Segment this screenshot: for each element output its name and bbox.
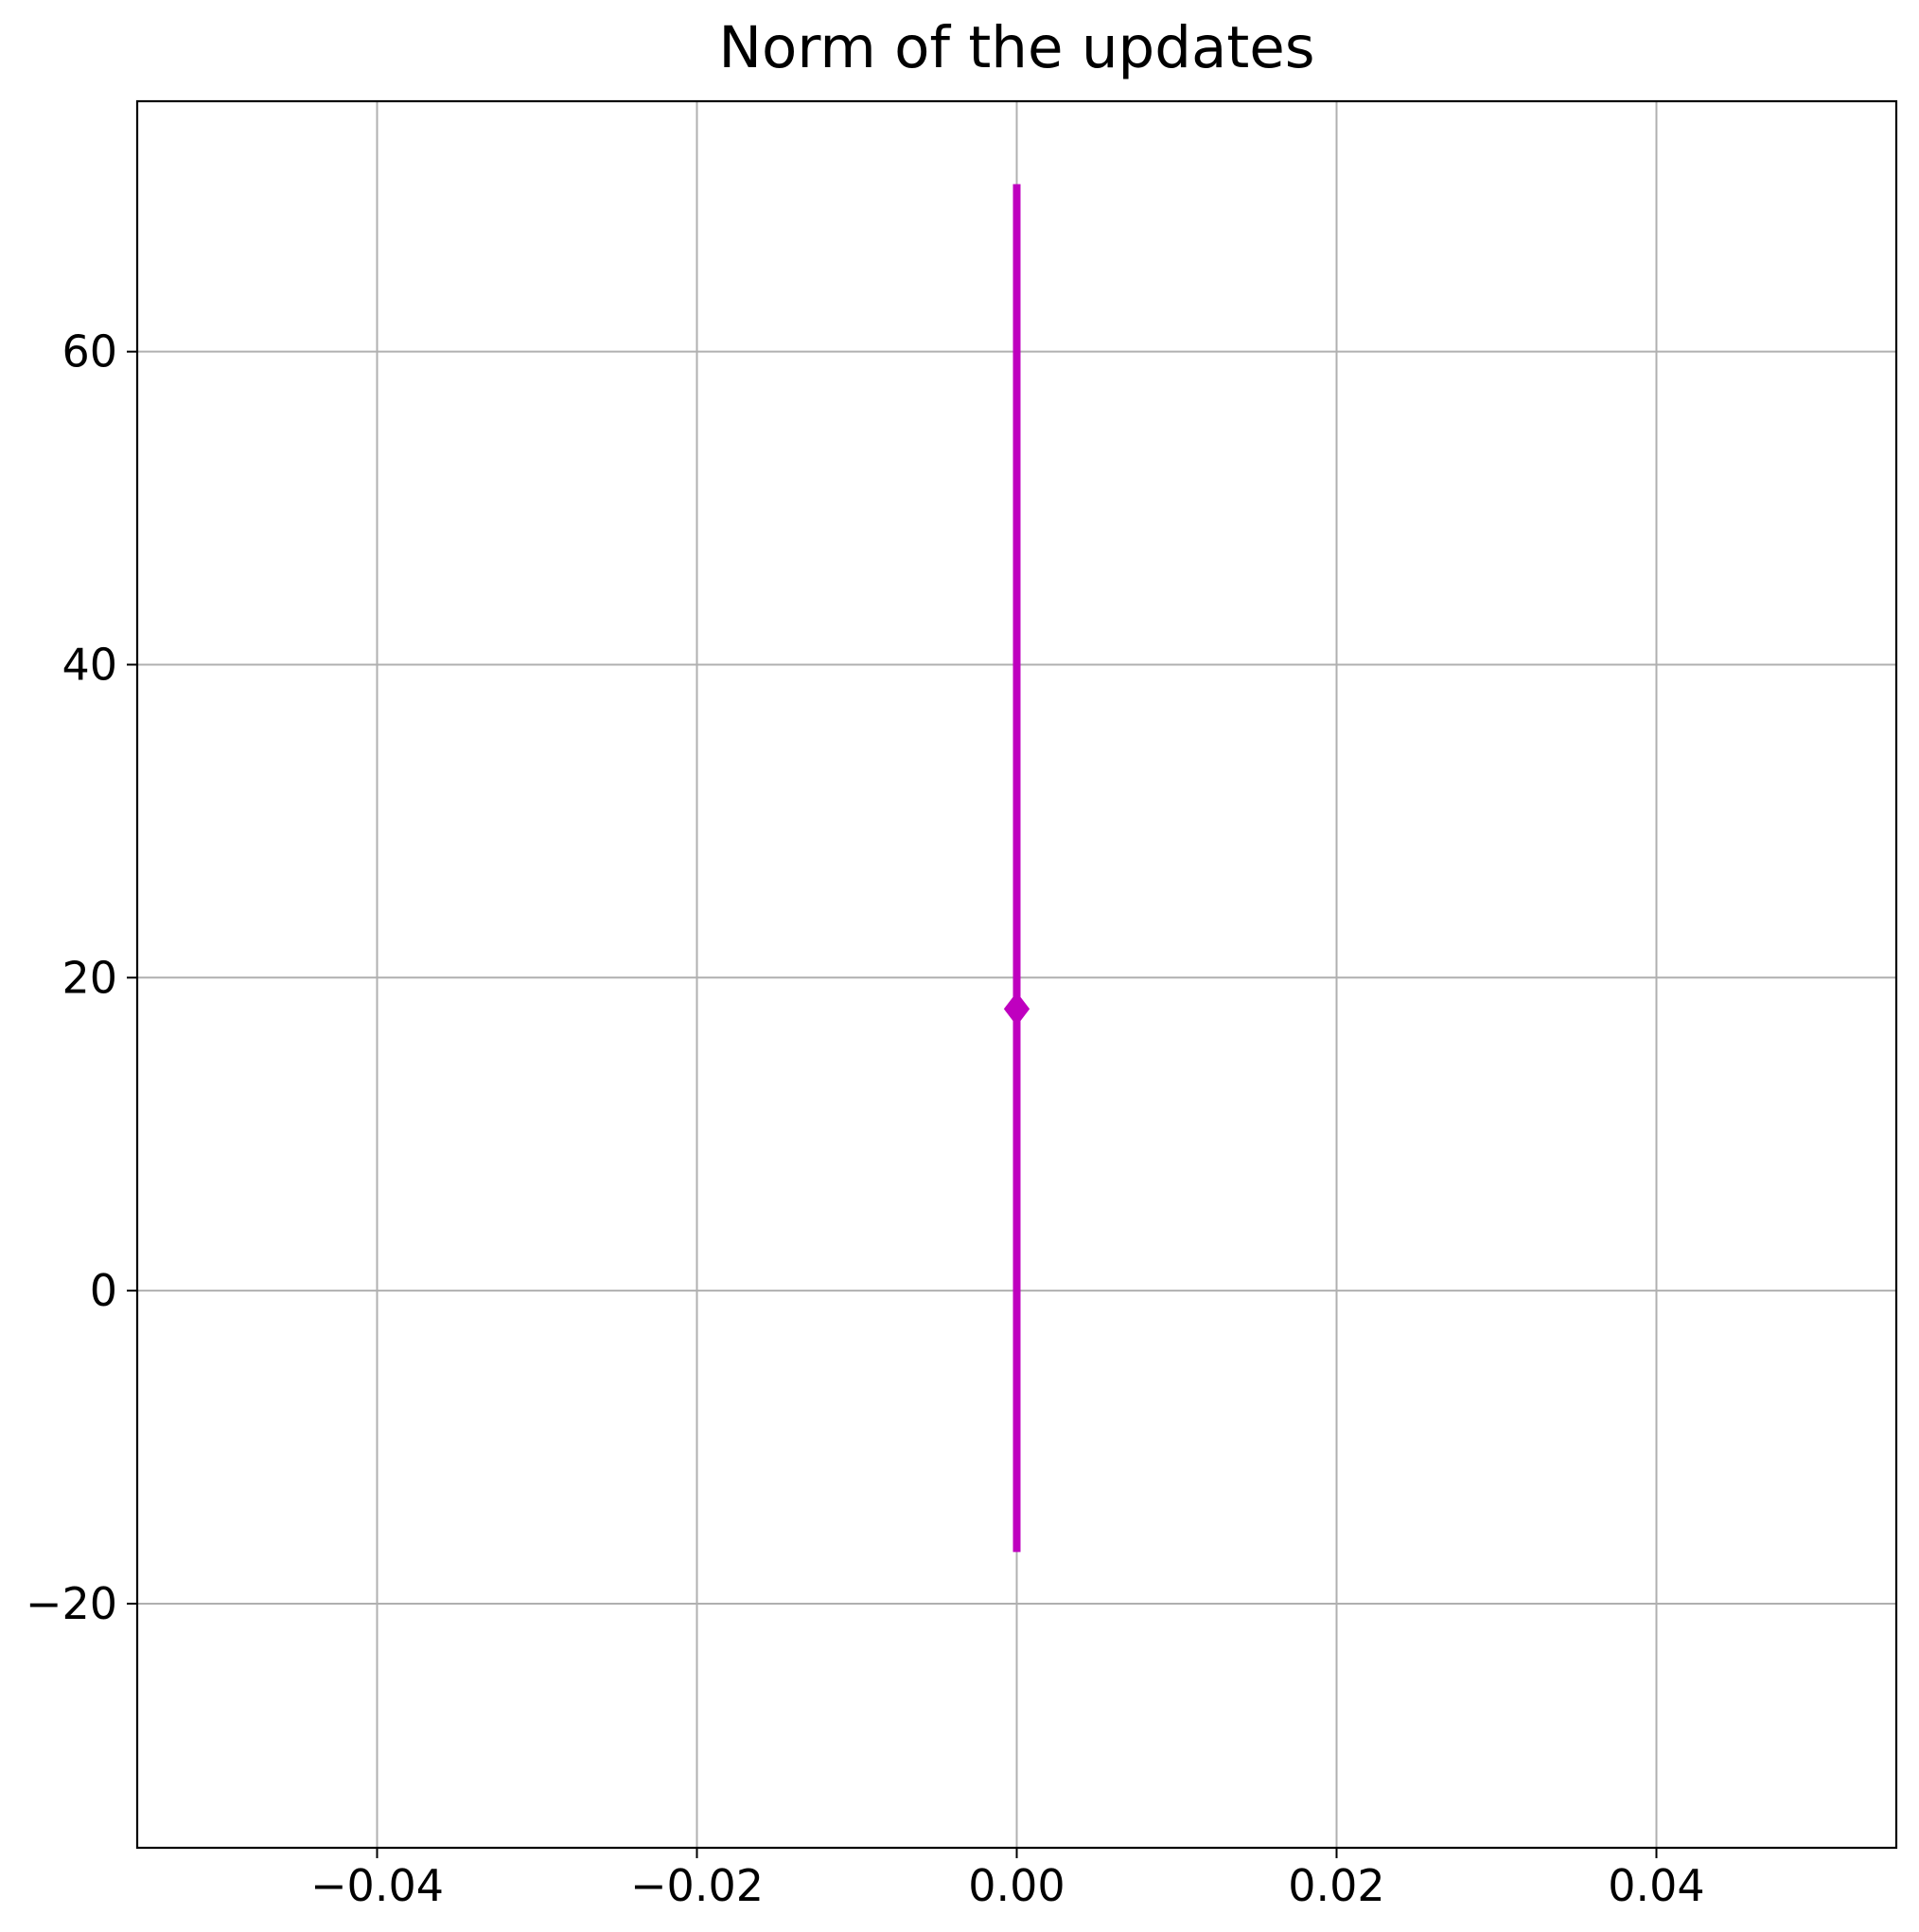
y-tick-label: 20: [62, 952, 117, 1003]
y-tick-label: 0: [90, 1265, 117, 1316]
x-tick-label: −0.04: [310, 1860, 444, 1911]
y-tick-label: 40: [62, 639, 117, 690]
y-tick-label: −20: [26, 1578, 117, 1629]
x-tick-label: 0.04: [1608, 1860, 1704, 1911]
x-tick-label: 0.02: [1288, 1860, 1384, 1911]
x-tick-label: −0.02: [630, 1860, 764, 1911]
x-tick-label: 0.00: [968, 1860, 1065, 1911]
axis-ticks: −0.04 −0.02 0.00 0.02 0.04 −20 0 20 40 60: [26, 326, 1705, 1911]
y-tick-label: 60: [62, 326, 117, 378]
data-layer: [1003, 184, 1030, 1553]
data-point-marker: [1003, 992, 1030, 1027]
chart-title: Norm of the updates: [718, 14, 1315, 81]
